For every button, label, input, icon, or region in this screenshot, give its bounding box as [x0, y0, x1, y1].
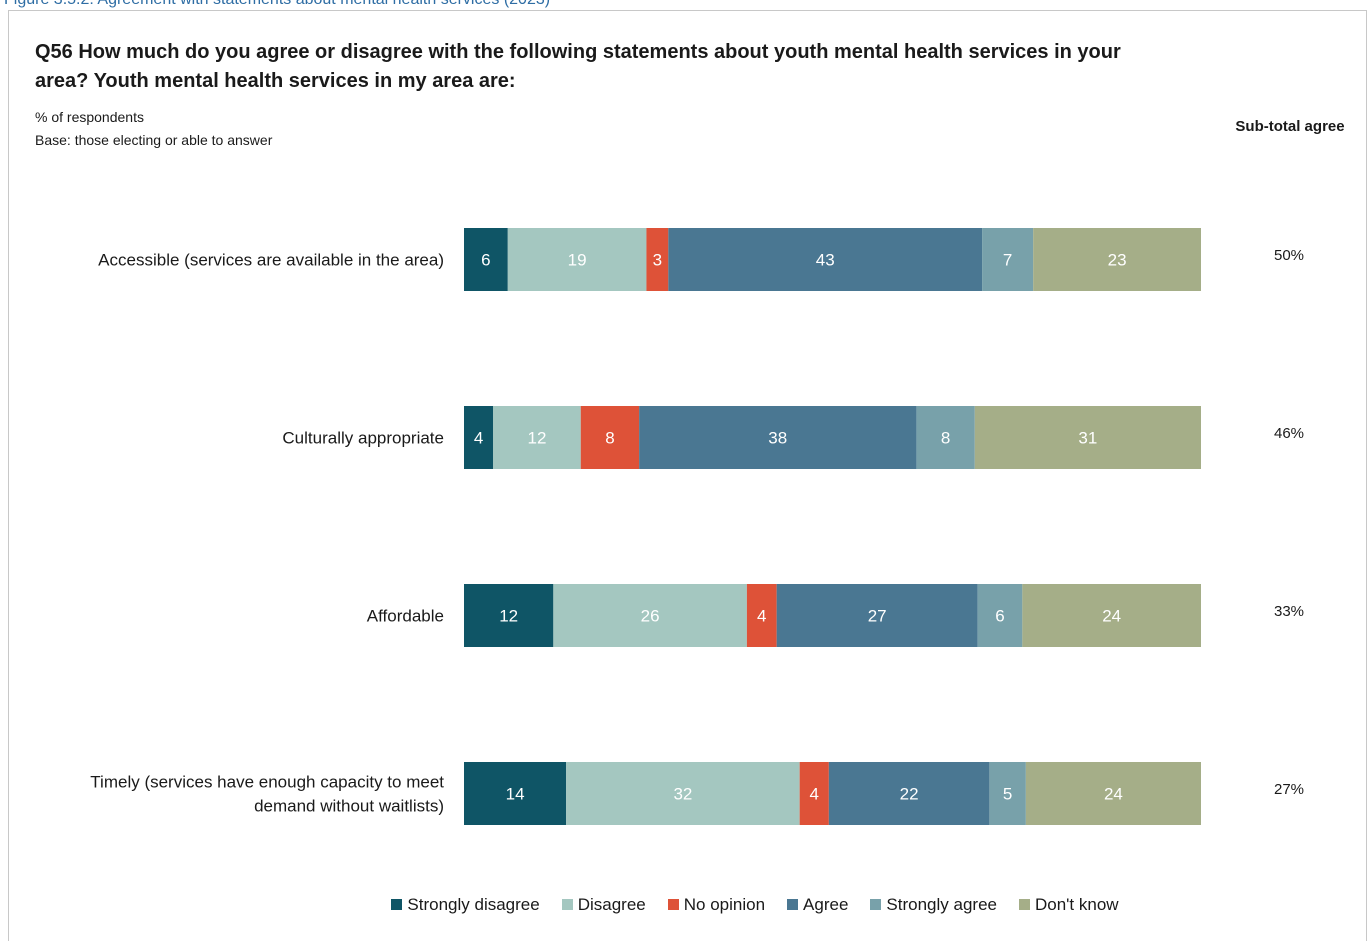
bar-segment: [776, 584, 978, 647]
bar-segment: [982, 228, 1034, 291]
chart-legend: Strongly disagree Disagree No opinion Agree…: [0, 895, 1370, 915]
bar-segment: [464, 228, 508, 291]
bar-segment: [553, 584, 747, 647]
category-label: Accessible (services are available in th…: [98, 251, 444, 270]
data-label: 24: [1104, 785, 1123, 804]
bar-segment: [799, 762, 829, 825]
data-label: 27: [868, 607, 887, 626]
bar-segment: [464, 584, 554, 647]
bar-segment: [566, 762, 800, 825]
bar-segment: [828, 762, 990, 825]
data-label: 8: [605, 429, 614, 448]
legend-item: No opinion: [667, 895, 766, 915]
data-label: 26: [641, 607, 660, 626]
figure-caption: Figure 3.5.2: Agreement with statements …: [4, 0, 550, 9]
data-label: 5: [1003, 785, 1012, 804]
category-label: Affordable: [367, 607, 444, 626]
subtotal-value: 33%: [1274, 603, 1304, 620]
bar-segment: [916, 406, 975, 469]
data-label: 4: [474, 429, 483, 448]
data-label: 3: [653, 251, 662, 270]
legend-label: Strongly agree: [886, 895, 997, 914]
question-title: Q56 How much do you agree or disagree wi…: [35, 41, 1121, 92]
legend-item: Strongly agree: [870, 895, 997, 915]
legend-label: No opinion: [683, 895, 766, 914]
data-label: 14: [506, 785, 525, 804]
legend-label: Disagree: [577, 895, 646, 914]
legend-item: Agree: [787, 895, 848, 915]
data-label: 23: [1108, 251, 1127, 270]
legend-label: Agree: [803, 895, 849, 914]
data-label: 8: [941, 429, 950, 448]
data-label: 31: [1078, 429, 1097, 448]
legend-swatch: [391, 899, 403, 910]
category-label: demand without waitlists): [254, 797, 444, 816]
bar-segment: [507, 228, 647, 291]
category-label: Timely (services have enough capacity to…: [90, 773, 444, 792]
bar-segment: [580, 406, 640, 469]
subtitle-base: Base: those electing or able to answer: [35, 132, 273, 148]
category-label: Culturally appropriate: [282, 429, 444, 448]
legend-swatch: [1019, 899, 1030, 910]
data-label: 4: [757, 607, 766, 626]
legend-swatch: [561, 899, 573, 910]
bar-segment: [1033, 228, 1201, 291]
subtotal-value: 46%: [1274, 425, 1304, 442]
legend-item: Don't know: [1019, 895, 1119, 915]
data-label: 38: [768, 429, 787, 448]
legend-item: Disagree: [561, 895, 646, 915]
bar-segment: [646, 228, 669, 291]
data-label: 7: [1003, 251, 1012, 270]
legend-item: Strongly disagree: [391, 895, 540, 915]
legend-swatch: [667, 899, 679, 910]
subtotal-value: 50%: [1274, 247, 1304, 264]
subtotal-header: Sub-total agree: [1235, 118, 1345, 135]
bar-segment: [977, 584, 1023, 647]
data-label: 22: [900, 785, 919, 804]
data-label: 32: [673, 785, 692, 804]
bar-segment: [639, 406, 917, 469]
data-label: 12: [499, 607, 518, 626]
bar-segment: [493, 406, 581, 469]
bar-segment: [989, 762, 1026, 825]
legend-label: Strongly disagree: [407, 895, 540, 914]
data-label: 6: [481, 251, 490, 270]
data-label: 24: [1102, 607, 1121, 626]
data-label: 6: [995, 607, 1004, 626]
chart-frame: [8, 10, 1367, 941]
data-label: 4: [810, 785, 819, 804]
bar-segment: [1022, 584, 1201, 647]
legend-swatch: [787, 899, 799, 910]
legend-label: Don't know: [1035, 895, 1119, 914]
bar-segment: [974, 406, 1201, 469]
bar-segment: [1025, 762, 1201, 825]
bar-segment: [464, 762, 567, 825]
data-label: 19: [568, 251, 587, 270]
subtotal-value: 27%: [1274, 781, 1304, 798]
bar-segment: [668, 228, 983, 291]
bar-segment: [464, 406, 494, 469]
legend-swatch: [870, 899, 882, 910]
bar-segment: [746, 584, 777, 647]
data-label: 43: [816, 251, 835, 270]
data-label: 12: [528, 429, 547, 448]
subtitle-unit: % of respondents: [35, 109, 144, 125]
